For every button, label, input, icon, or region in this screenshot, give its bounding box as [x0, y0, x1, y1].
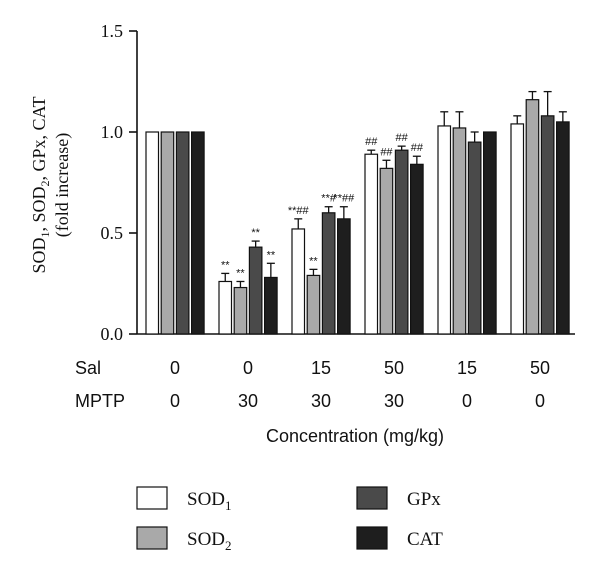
x-axis-label: Concentration (mg/kg) [266, 426, 444, 446]
bar-sod1 [364, 153, 379, 335]
y-tick-label: 0.5 [101, 223, 124, 243]
bar-sod2 [379, 167, 394, 335]
y-label-part-1: SOD [29, 238, 49, 274]
significance-label: ## [380, 146, 393, 158]
bar-gpx [175, 131, 190, 335]
bar-gpx [540, 115, 555, 335]
bar-gpx [394, 149, 409, 335]
row-value: 0 [170, 391, 180, 411]
bar-sod1 [218, 280, 233, 335]
legend-label-gpx: GPx [407, 489, 441, 510]
legend-swatch-sod1 [136, 486, 168, 510]
y-label-part-2: , SOD [29, 186, 49, 231]
y-tick-label: 1.0 [101, 122, 124, 142]
bar-sod2 [452, 127, 467, 335]
bar-gpx [321, 212, 336, 335]
significance-label: ** [267, 249, 276, 261]
row-value: 0 [535, 391, 545, 411]
y-tick-label: 1.5 [101, 21, 124, 41]
y-tick-label: 0.0 [101, 324, 124, 344]
row-value: 15 [457, 358, 477, 378]
row-value: 0 [462, 391, 472, 411]
bar-sod1 [437, 125, 452, 335]
legend-swatch-cat [356, 526, 388, 550]
significance-label: ## [396, 132, 409, 144]
bar-cat [555, 121, 570, 335]
y-label-sub-1: 1 [38, 232, 52, 238]
bar-sod1 [510, 123, 525, 335]
bar-gpx [467, 141, 482, 335]
bar-cat [337, 218, 351, 335]
y-label-part-3: , GPx, CAT [29, 96, 49, 180]
significance-label: **## [333, 193, 355, 205]
row-value: 30 [238, 391, 258, 411]
y-label-sub-2: 2 [38, 180, 52, 186]
bar-cat [483, 131, 497, 335]
row-value: 15 [311, 358, 331, 378]
bar-gpx [248, 246, 263, 335]
bar-sod2 [525, 99, 540, 335]
legend-swatch-sod2 [136, 526, 168, 550]
row-label-sal: Sal [75, 358, 101, 378]
row-value: 50 [530, 358, 550, 378]
significance-label: ## [365, 136, 378, 148]
row-value: 0 [170, 358, 180, 378]
group-rows: Sal 0 0 15 50 15 50 MPTP 0 30 30 30 0 0 [75, 358, 550, 411]
bar-sod1 [145, 131, 160, 335]
legend-label-cat: CAT [407, 529, 443, 550]
bar-cat [264, 276, 278, 335]
bar-cat [191, 131, 205, 335]
y-axis-label-line2: (fold increase) [52, 133, 73, 237]
legend: SOD1 SOD2 GPx CAT [136, 486, 443, 553]
legend-label-sod1: SOD1 [187, 489, 232, 513]
bar-sod2 [233, 286, 248, 335]
legend-label-sod2: SOD2 [187, 529, 232, 553]
row-label-mptp: MPTP [75, 391, 125, 411]
significance-label: ** [221, 259, 230, 271]
row-value: 30 [311, 391, 331, 411]
row-value: 50 [384, 358, 404, 378]
significance-label: ** [309, 255, 318, 267]
significance-label: ** [236, 267, 245, 279]
significance-label: ** [251, 227, 260, 239]
legend-swatch-gpx [356, 486, 388, 510]
significance-label: **# [321, 193, 337, 205]
bar-cat [410, 163, 424, 335]
row-value: 0 [243, 358, 253, 378]
bar-sod2 [306, 274, 321, 335]
significance-label: ## [411, 142, 424, 154]
bar-sod1 [291, 228, 306, 335]
row-value: 30 [384, 391, 404, 411]
significance-label: **## [288, 205, 310, 217]
bar-sod2 [160, 131, 175, 335]
y-axis-label: SOD1, SOD2, GPx, CAT [29, 96, 52, 273]
bars: **********##****#**########## [145, 90, 570, 335]
y-ticks: 0.0 0.5 1.0 1.5 [101, 21, 137, 344]
